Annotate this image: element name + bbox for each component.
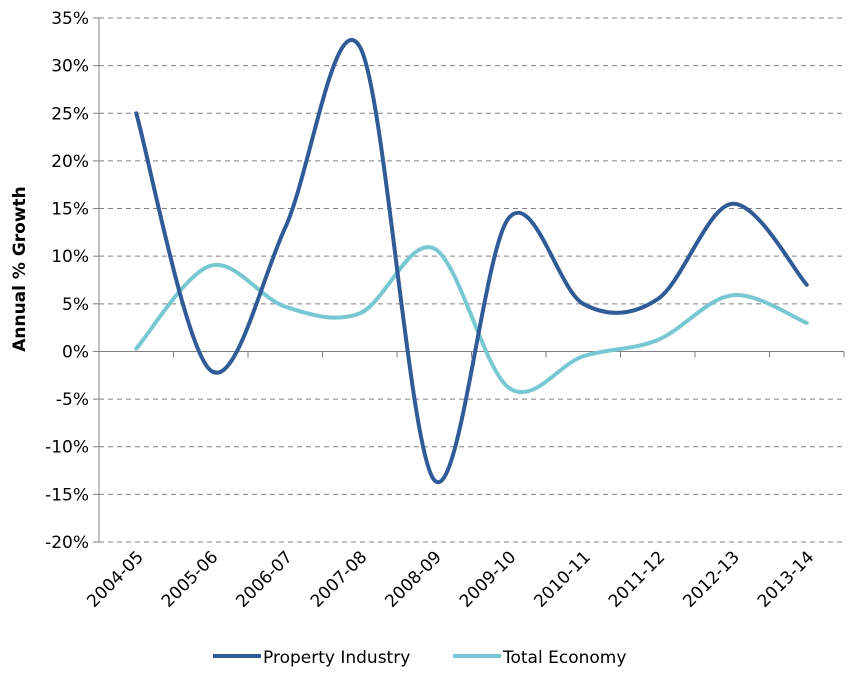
series-lines (134, 37, 809, 485)
y-axis-title: Annual % Growth (10, 186, 30, 352)
y-tick-label: 10% (51, 247, 89, 267)
x-tick-label: 2004-05 (83, 547, 147, 611)
x-tick-label: 2007-08 (307, 547, 371, 611)
y-tick-label: 15% (51, 200, 89, 220)
y-tick-label: 25% (51, 104, 89, 124)
x-tick-label: 2008-09 (381, 547, 445, 611)
y-tick-label: -10% (45, 438, 89, 458)
y-tick-label: -5% (56, 390, 89, 410)
x-tick-label: 2009-10 (456, 547, 520, 611)
gridlines (99, 17, 844, 543)
legend-label-property-industry: Property Industry (263, 648, 410, 668)
y-tick-label: 20% (51, 152, 89, 172)
series-line-total-economy (134, 245, 809, 395)
x-tick-label: 2005-06 (158, 547, 222, 611)
y-tick-label: 0% (62, 342, 89, 362)
y-tick-label: -15% (45, 485, 89, 505)
x-tick-label: 2010-11 (530, 547, 594, 611)
axes: Annual % Growth -20% -15% -10% -5% 0% 5% 10% 15… (10, 9, 845, 612)
legend: Property Industry Total Economy (213, 648, 626, 668)
y-tick-label: -20% (45, 533, 89, 553)
y-tick-label: 30% (51, 57, 89, 77)
series-line-property-industry (134, 37, 809, 485)
y-tick-label: 35% (51, 9, 89, 29)
x-tick-label: 2012-13 (679, 547, 743, 611)
x-tick-label: 2006-07 (232, 547, 296, 611)
x-tick-label: 2011-12 (605, 547, 669, 611)
legend-label-total-economy: Total Economy (502, 648, 626, 668)
x-tick-label: 2013-14 (754, 547, 818, 611)
y-tick-label: 5% (62, 295, 89, 315)
